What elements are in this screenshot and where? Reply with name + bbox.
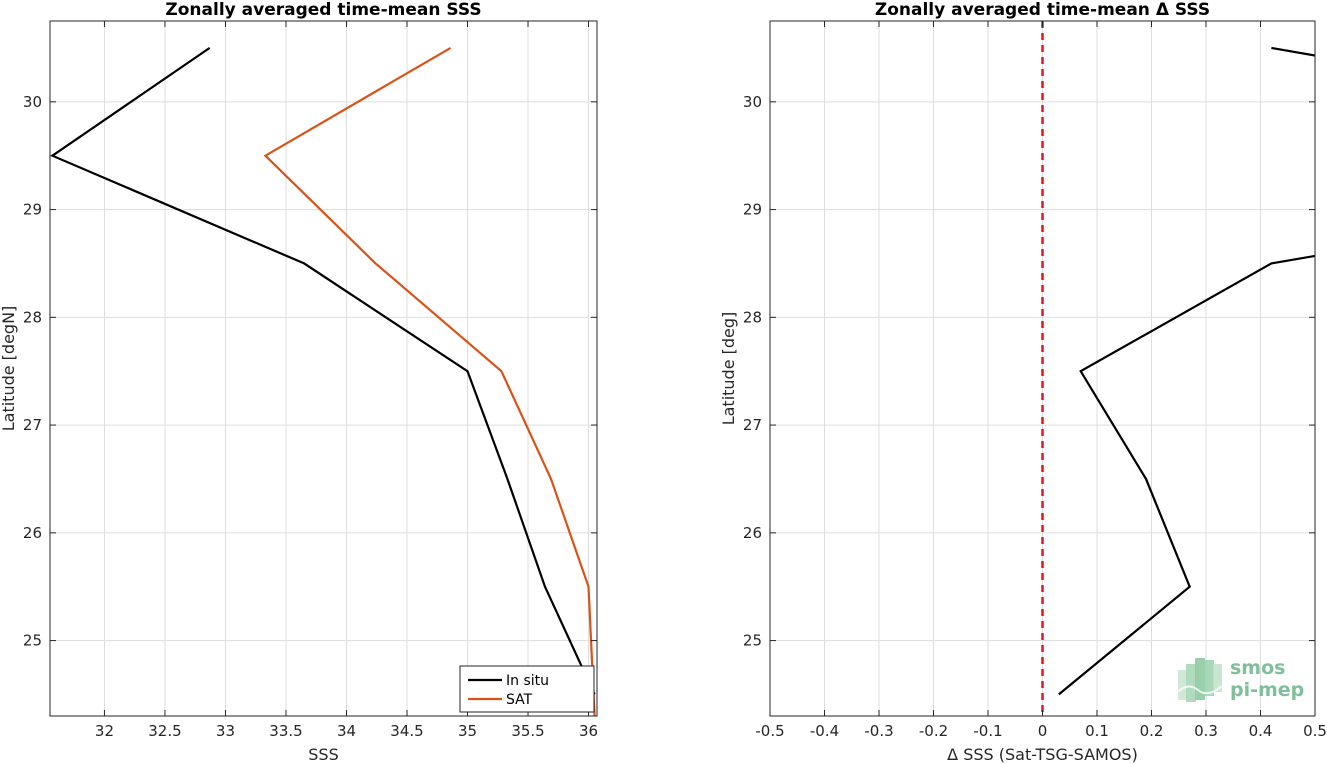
y-tick-label: 28 [23,308,42,326]
x-tick-label: 0.3 [1194,722,1218,740]
x-tick-label: 34.5 [390,722,423,740]
legend: In situ SAT [459,665,595,713]
left-panel: 32 32.5 33 33.5 34 34.5 35 35.5 36 25 26 27 28 29 30 Zo… [0,0,598,764]
y-tick-label: 29 [23,201,42,219]
y-axis-label: Latitude [deg] [719,312,738,426]
chart-title: Zonally averaged time-mean Δ SSS [875,0,1210,20]
smos-pi-mep-logo: smos pi-mep [1177,657,1304,702]
x-tick-label: -0.5 [755,722,784,740]
y-tick-label: 25 [743,632,762,650]
y-tick-label: 27 [23,416,42,434]
axes-box [49,20,598,717]
y-tick-label: 28 [743,308,762,326]
plot-area [1041,21,1315,716]
x-tick-label: 32 [95,722,114,740]
legend-entry: In situ [506,673,549,689]
y-tick-label: 27 [743,416,762,434]
logo-line1: smos [1230,657,1285,679]
series-line-1 [1271,46,1315,57]
x-tick-label: 0 [1038,722,1048,740]
x-tick-label: 33 [216,722,235,740]
y-tick-label: 26 [23,524,42,542]
x-tick-label: 35.5 [511,722,544,740]
y-axis-label: Latitude [degN] [0,306,18,432]
legend-box [459,665,595,713]
legend-entry: SAT [506,692,533,708]
x-axis-label: Δ SSS (Sat-TSG-SAMOS) [947,745,1138,764]
x-tick-label: -0.1 [973,722,1002,740]
series-line-sat [263,46,596,716]
series-line-0 [1058,254,1315,696]
x-tick-label: 34 [337,722,356,740]
x-tick-label: 35 [458,722,477,740]
series-line-in-situ [50,46,596,695]
plot-area [50,46,596,716]
y-tick-label: 26 [743,524,762,542]
x-tick-label: 36 [579,722,598,740]
x-tick-label: -0.4 [810,722,839,740]
chart-title: Zonally averaged time-mean SSS [165,0,481,20]
x-tick-label: -0.3 [864,722,893,740]
right-panel: -0.5 -0.4 -0.3 -0.2 -0.1 0 0.1 0.2 0.3 0.4 0.5 25 26… [719,0,1327,764]
x-tick-label: 33.5 [269,722,302,740]
x-tick-label: -0.2 [919,722,948,740]
x-tick-label: 32.5 [148,722,181,740]
y-tick-label: 25 [23,632,42,650]
x-tick-label: 0.2 [1140,722,1164,740]
x-tick-label: 0.4 [1249,722,1273,740]
x-axis-label: SSS [308,745,338,764]
y-tick-label: 30 [743,93,762,111]
x-tick-label: 0.5 [1303,722,1327,740]
y-tick-label: 29 [743,201,762,219]
x-tick-label: 0.1 [1085,722,1109,740]
y-tick-label: 30 [23,93,42,111]
logo-line2: pi-mep [1230,679,1304,701]
